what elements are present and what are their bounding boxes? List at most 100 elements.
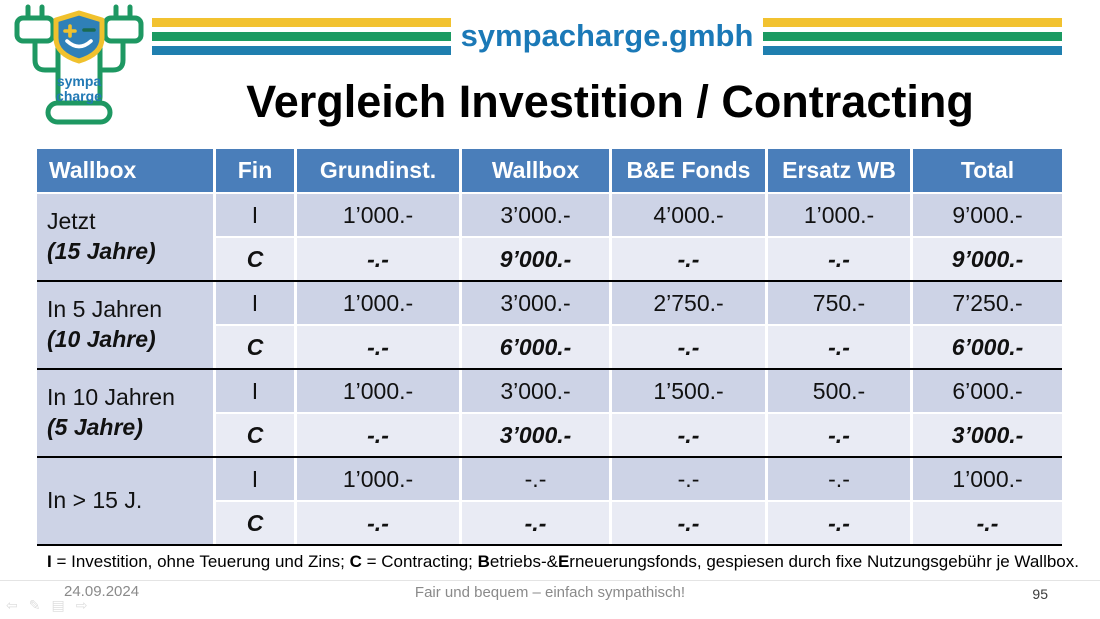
group-label-line1: In > 15 J. xyxy=(47,487,143,514)
fin-cell: I xyxy=(216,458,294,500)
value-cell: 6’000.- xyxy=(462,326,609,368)
brand-stripes-right xyxy=(763,17,1062,55)
row-group-label: In 10 Jahren (5 Jahre) xyxy=(37,370,213,456)
value-cell: 3’000.- xyxy=(913,414,1062,456)
comparison-table: Wallbox Fin Grundinst. Wallbox B&E Fonds… xyxy=(37,149,1062,546)
footnote-segment: I xyxy=(47,552,52,571)
pencil-icon: ✎ xyxy=(28,597,41,613)
value-cell: 3’000.- xyxy=(462,194,609,236)
value-cell: 6’000.- xyxy=(913,370,1062,412)
back-arrow-icon: ⇦ xyxy=(6,597,18,613)
panel-icon: ▤ xyxy=(51,597,65,613)
sympacharge-logo-icon: sympa charge xyxy=(14,4,144,125)
value-cell: 6’000.- xyxy=(913,326,1062,368)
col-header-total: Total xyxy=(913,149,1062,192)
group-label-line1: In 5 Jahren xyxy=(47,296,163,323)
value-cell: -.- xyxy=(462,502,609,544)
value-cell: 1’000.- xyxy=(297,194,459,236)
value-cell: 9’000.- xyxy=(913,194,1062,236)
value-cell: -.- xyxy=(297,414,459,456)
value-cell: -.- xyxy=(768,326,910,368)
row-group-in-ueber-15-j: In > 15 J. I 1’000.- -.- -.- -.- 1’000.-… xyxy=(37,456,1062,546)
fin-cell: I xyxy=(216,282,294,324)
value-cell: -.- xyxy=(768,458,910,500)
page-number: 95 xyxy=(1032,586,1048,602)
col-header-fin: Fin xyxy=(216,149,294,192)
slide-tagline: Fair und bequem – einfach sympathisch! xyxy=(414,584,686,601)
value-cell: 3’000.- xyxy=(462,414,609,456)
slide-date: 24.09.2024 xyxy=(64,583,140,600)
logo-text-line1: sympa xyxy=(57,73,102,89)
stripe-yellow xyxy=(152,17,451,27)
footnote-segment: = Contracting; xyxy=(361,552,478,571)
row-group-in-10-jahren: In 10 Jahren (5 Jahre) I 1’000.- 3’000.-… xyxy=(37,368,1062,456)
value-cell: 1’500.- xyxy=(612,370,765,412)
value-cell: 500.- xyxy=(768,370,910,412)
value-cell: 9’000.- xyxy=(462,238,609,280)
stripe-green xyxy=(763,31,1062,41)
group-label-line1: In 10 Jahren xyxy=(47,384,175,411)
brand-name: sympacharge.gmbh xyxy=(460,18,754,53)
brand-band: sympacharge.gmbh xyxy=(152,12,1062,60)
value-cell: -.- xyxy=(297,502,459,544)
fin-cell: C xyxy=(216,502,294,544)
value-cell: 7’250.- xyxy=(913,282,1062,324)
value-cell: -.- xyxy=(612,414,765,456)
fin-cell: I xyxy=(216,370,294,412)
value-cell: 4’000.- xyxy=(612,194,765,236)
col-header-wallbox-group: Wallbox xyxy=(37,149,213,192)
value-cell: 3’000.- xyxy=(462,370,609,412)
value-cell: 1’000.- xyxy=(768,194,910,236)
logo-text-line2: charge xyxy=(56,88,102,104)
value-cell: -.- xyxy=(768,414,910,456)
fin-cell: C xyxy=(216,414,294,456)
value-cell: -.- xyxy=(462,458,609,500)
value-cell: 1’000.- xyxy=(297,282,459,324)
footer-divider xyxy=(0,580,1100,581)
footnote-segment: = Investition, ohne Teuerung und Zins; xyxy=(51,552,350,571)
row-group-label: In > 15 J. xyxy=(37,458,213,544)
value-cell: -.- xyxy=(612,326,765,368)
value-cell: -.- xyxy=(612,502,765,544)
value-cell: 1’000.- xyxy=(297,370,459,412)
footnote-segment: B xyxy=(477,552,490,571)
row-group-jetzt: Jetzt (15 Jahre) I 1’000.- 3’000.- 4’000… xyxy=(37,194,1062,280)
value-cell: -.- xyxy=(297,238,459,280)
stripe-yellow xyxy=(763,17,1062,27)
stripe-green xyxy=(152,31,451,41)
footnote-segment: E xyxy=(557,552,570,571)
table-header-row: Wallbox Fin Grundinst. Wallbox B&E Fonds… xyxy=(37,149,1062,192)
row-group-in-5-jahren: In 5 Jahren (10 Jahre) I 1’000.- 3’000.-… xyxy=(37,280,1062,368)
footnote-segment: etriebs-& xyxy=(489,552,558,571)
footnote-segment: rneuerungsfonds, gespiesen durch fixe Nu… xyxy=(569,552,1079,571)
stripe-blue xyxy=(763,45,1062,55)
value-cell: -.- xyxy=(612,238,765,280)
col-header-grundinst: Grundinst. xyxy=(297,149,459,192)
group-label-line2: (10 Jahre) xyxy=(47,326,156,352)
value-cell: -.- xyxy=(768,238,910,280)
value-cell: 2’750.- xyxy=(612,282,765,324)
smile-icon xyxy=(65,39,93,49)
page-title: Vergleich Investition / Contracting xyxy=(246,76,974,127)
col-header-wallbox: Wallbox xyxy=(462,149,609,192)
value-cell: 9’000.- xyxy=(913,238,1062,280)
group-label-line2: (15 Jahre) xyxy=(47,238,156,264)
group-label-line2: (5 Jahre) xyxy=(47,414,143,440)
value-cell: 3’000.- xyxy=(462,282,609,324)
col-header-ersatz-wb: Ersatz WB xyxy=(768,149,910,192)
row-group-label: Jetzt (15 Jahre) xyxy=(37,194,213,280)
watermark-icons: ⇦ ✎ ▤ ⇨ xyxy=(6,597,87,614)
value-cell: 750.- xyxy=(768,282,910,324)
fin-cell: C xyxy=(216,326,294,368)
forward-arrow-icon: ⇨ xyxy=(75,597,88,613)
legend-footnote: I = Investition, ohne Teuerung und Zins;… xyxy=(47,552,1079,572)
value-cell: -.- xyxy=(297,326,459,368)
stripe-blue xyxy=(152,45,451,55)
row-group-label: In 5 Jahren (10 Jahre) xyxy=(37,282,213,368)
group-label-line1: Jetzt xyxy=(47,208,96,235)
shield-face-icon xyxy=(53,10,105,64)
fin-cell: I xyxy=(216,194,294,236)
value-cell: -.- xyxy=(612,458,765,500)
value-cell: 1’000.- xyxy=(297,458,459,500)
footnote-segment: C xyxy=(349,552,362,571)
